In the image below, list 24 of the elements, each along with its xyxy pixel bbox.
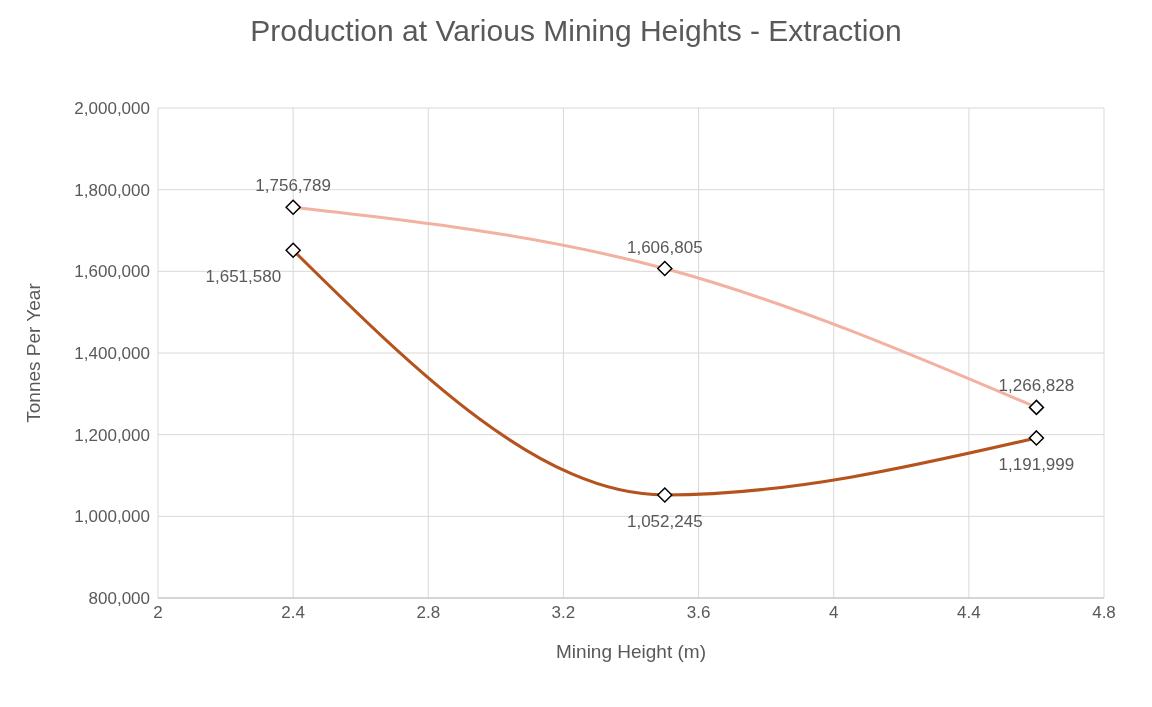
y-tick-label: 1,000,000 xyxy=(74,507,150,527)
data-label: 1,651,580 xyxy=(205,267,282,287)
y-tick-label: 2,000,000 xyxy=(74,99,150,119)
y-axis-title: Tonnes Per Year xyxy=(22,282,44,423)
data-label: 1,266,828 xyxy=(998,376,1075,396)
x-tick-label: 4 xyxy=(828,603,839,623)
x-tick-label: 3.2 xyxy=(551,603,576,623)
x-tick-label: 3.6 xyxy=(686,603,711,623)
data-label: 1,606,805 xyxy=(626,237,703,257)
y-tick-label: 1,400,000 xyxy=(74,344,150,364)
y-tick-label: 1,800,000 xyxy=(74,180,150,200)
y-tick-label: 1,600,000 xyxy=(74,262,150,282)
x-tick-label: 2.4 xyxy=(281,603,305,623)
x-tick-label: 4.4 xyxy=(957,603,981,623)
data-label: 1,191,999 xyxy=(998,454,1075,474)
x-axis-title: Mining Height (m) xyxy=(556,641,706,662)
y-tick-label: 1,200,000 xyxy=(74,425,150,445)
y-tick-label: 800,000 xyxy=(88,589,150,609)
x-tick-label: 2 xyxy=(153,603,163,623)
data-label: 1,052,245 xyxy=(626,512,703,531)
x-tick-label: 4.8 xyxy=(1092,603,1116,623)
x-tick-label: 2.8 xyxy=(416,603,441,623)
chart-title: Production at Various Mining Heights - Extraction xyxy=(249,13,903,49)
data-label: 1,756,789 xyxy=(255,176,331,196)
